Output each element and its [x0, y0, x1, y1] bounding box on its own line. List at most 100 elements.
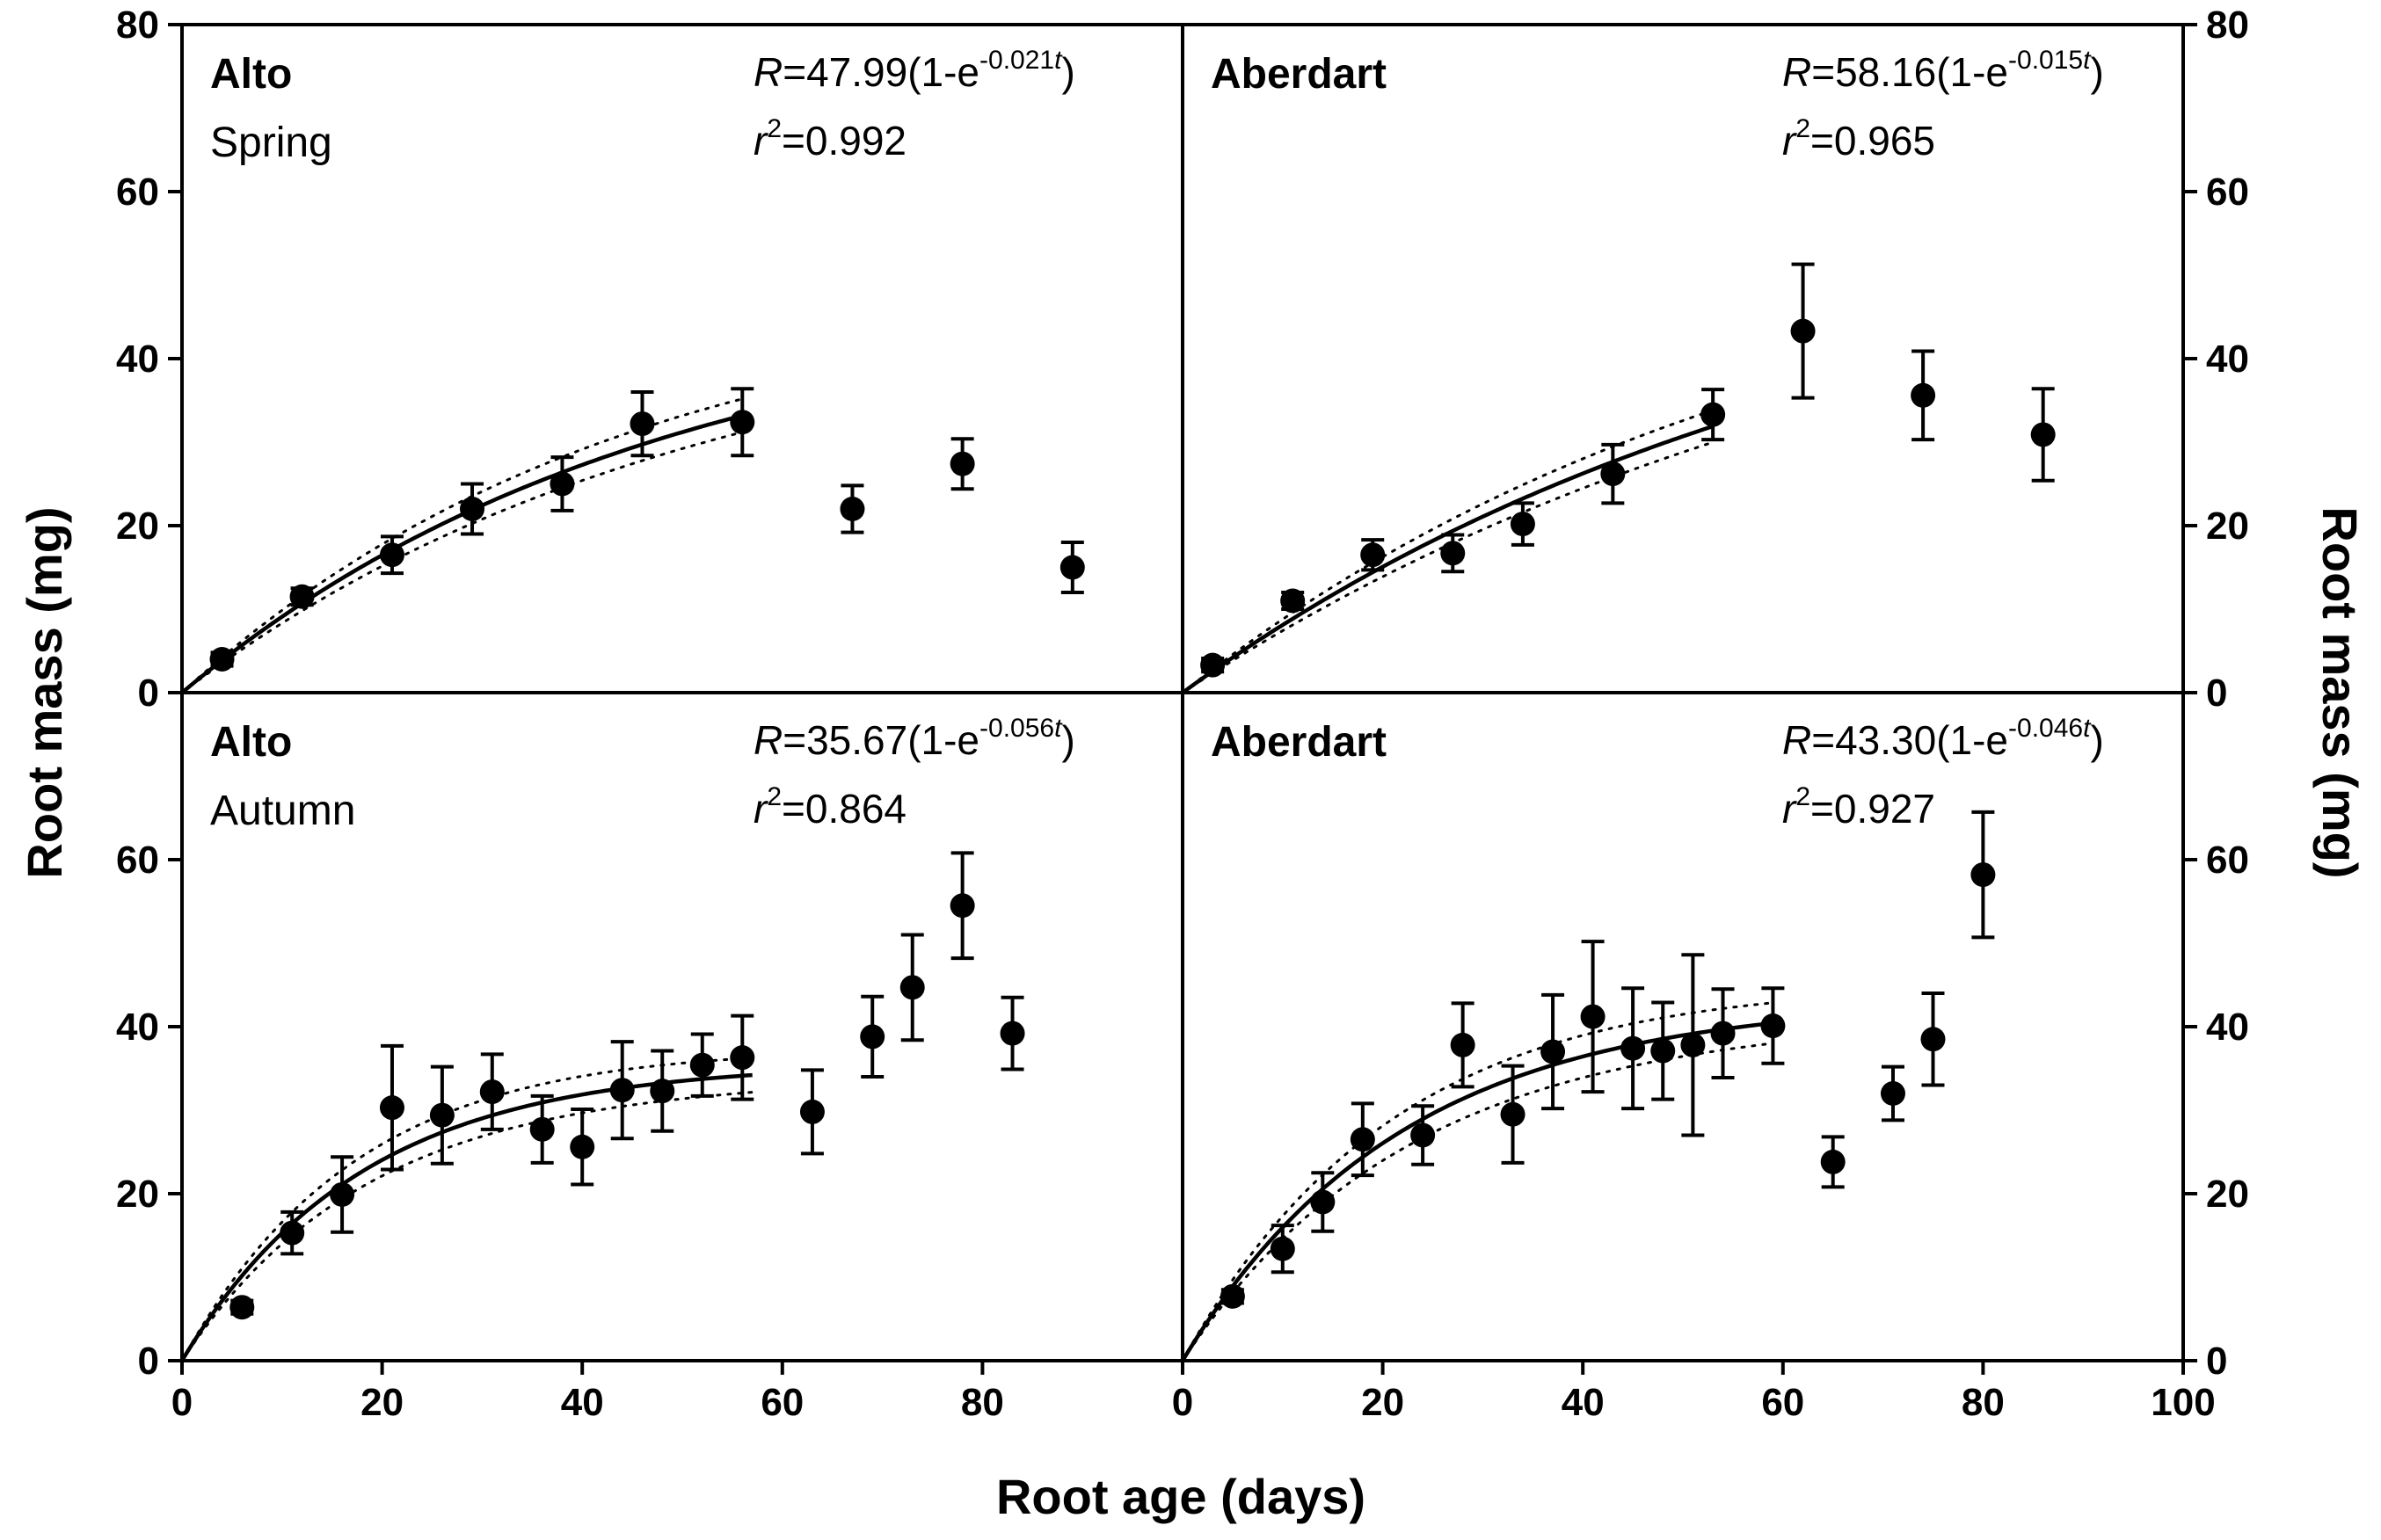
data-point — [650, 1079, 675, 1104]
confidence-band-upper — [1181, 1001, 1774, 1362]
data-point — [1580, 1004, 1606, 1029]
data-point — [840, 497, 865, 521]
data-point — [950, 451, 975, 476]
data-point — [529, 1116, 555, 1142]
confidence-band-upper — [180, 1057, 754, 1362]
y-tick-label-left: 60 — [116, 839, 159, 882]
confidence-band-lower — [180, 431, 744, 694]
data-point — [1710, 1021, 1736, 1046]
x-tick-label: 0 — [1172, 1381, 1193, 1424]
panels-layer — [180, 262, 2056, 1362]
data-point — [1500, 1101, 1525, 1127]
x-tick-label: 40 — [1562, 1381, 1605, 1424]
data-point — [1310, 1189, 1336, 1215]
data-point — [1650, 1038, 1676, 1064]
data-point — [209, 647, 235, 672]
panel-alto-spring — [180, 387, 1085, 694]
panel-equation: R=35.67(1-e-0.056t) — [754, 714, 1075, 763]
data-point — [1410, 1122, 1436, 1148]
data-point — [1920, 1027, 1946, 1052]
y-tick-label-right: 20 — [2206, 505, 2249, 548]
data-point — [1350, 1127, 1375, 1152]
panel-equation: R=58.16(1-e-0.015t) — [1782, 46, 2104, 95]
data-point — [1059, 555, 1085, 580]
x-tick-label: 60 — [1761, 1381, 1804, 1424]
data-point — [1000, 1021, 1025, 1046]
data-point — [1970, 862, 1996, 888]
data-point — [1880, 1081, 1905, 1106]
panel-cultivar-label: Alto — [210, 719, 292, 766]
fit-curve — [1181, 1021, 1773, 1362]
data-point — [630, 411, 655, 437]
data-point — [1280, 588, 1306, 614]
data-point — [1360, 542, 1386, 568]
data-point — [860, 1024, 885, 1050]
data-point — [1600, 461, 1626, 487]
panel-equation: R=43.30(1-e-0.046t) — [1782, 714, 2104, 763]
x-tick-label: 80 — [1962, 1381, 2005, 1424]
data-point — [379, 1095, 404, 1121]
y-tick-label-right: 0 — [2206, 1340, 2227, 1383]
data-point — [950, 893, 975, 919]
data-point — [1911, 382, 1936, 408]
data-point — [1820, 1149, 1846, 1174]
y-axis-title-right: Root mass (mg) — [2312, 506, 2368, 878]
y-tick-label-left: 0 — [138, 1340, 159, 1383]
confidence-band-upper — [1181, 409, 1715, 694]
data-point — [1680, 1032, 1706, 1057]
panel-equation: R=47.99(1-e-0.021t) — [754, 46, 1075, 95]
panel-r-squared: r2=0.864 — [754, 782, 907, 832]
data-point — [899, 975, 925, 1000]
data-point — [1540, 1039, 1566, 1064]
data-point — [1270, 1236, 1295, 1261]
x-tick-label: 20 — [360, 1381, 404, 1424]
data-point — [730, 410, 755, 435]
data-point — [1450, 1032, 1475, 1057]
fit-curve — [180, 1072, 753, 1362]
frame-layer — [180, 23, 2185, 1362]
y-tick-label-left: 20 — [116, 1173, 159, 1216]
panel-aberdart-spring — [1181, 262, 2056, 694]
data-point — [609, 1078, 635, 1103]
panel-cultivar-label: Alto — [210, 51, 292, 98]
y-tick-label-left: 20 — [116, 505, 159, 548]
y-tick-label-right: 40 — [2206, 1006, 2249, 1049]
y-tick-label-right: 60 — [2206, 839, 2249, 882]
data-point — [570, 1134, 595, 1159]
y-tick-label-left: 40 — [116, 338, 159, 381]
panel-r-squared: r2=0.992 — [754, 114, 907, 163]
data-point — [1620, 1035, 1646, 1061]
panel-cultivar-label: Aberdart — [1211, 51, 1387, 98]
y-tick-label-left: 60 — [116, 171, 159, 214]
x-axis-title: Root age (days) — [996, 1469, 1365, 1524]
data-point — [1200, 652, 1226, 678]
data-point — [550, 471, 575, 497]
x-tick-label: 100 — [2151, 1381, 2215, 1424]
confidence-band-lower — [1181, 1042, 1774, 1362]
y-tick-label-right: 0 — [2206, 672, 2227, 715]
panel-aberdart-autumn — [1181, 810, 1996, 1362]
data-point — [429, 1102, 455, 1128]
text-layer: Root age (days) Root mass (mg) Root mass… — [17, 4, 2368, 1524]
y-tick-label-right: 80 — [2206, 4, 2249, 47]
panel-cultivar-label: Aberdart — [1211, 719, 1387, 766]
confidence-band-lower — [1181, 440, 1715, 694]
x-tick-label: 80 — [961, 1381, 1004, 1424]
x-tick-label: 60 — [761, 1381, 804, 1424]
data-point — [799, 1099, 825, 1124]
panel-r-squared: r2=0.965 — [1782, 114, 1935, 163]
data-point — [689, 1052, 715, 1078]
data-point — [1700, 402, 1726, 427]
y-tick-label-left: 40 — [116, 1006, 159, 1049]
data-point — [460, 497, 485, 521]
data-point — [330, 1181, 355, 1207]
x-tick-label: 0 — [171, 1381, 193, 1424]
y-tick-label-right: 60 — [2206, 171, 2249, 214]
data-point — [379, 542, 404, 568]
x-tick-label: 40 — [561, 1381, 604, 1424]
y-tick-label-left: 80 — [116, 4, 159, 47]
y-axis-title-left: Root mass (mg) — [17, 506, 72, 878]
data-point — [280, 1220, 305, 1246]
fit-curve — [180, 413, 743, 694]
